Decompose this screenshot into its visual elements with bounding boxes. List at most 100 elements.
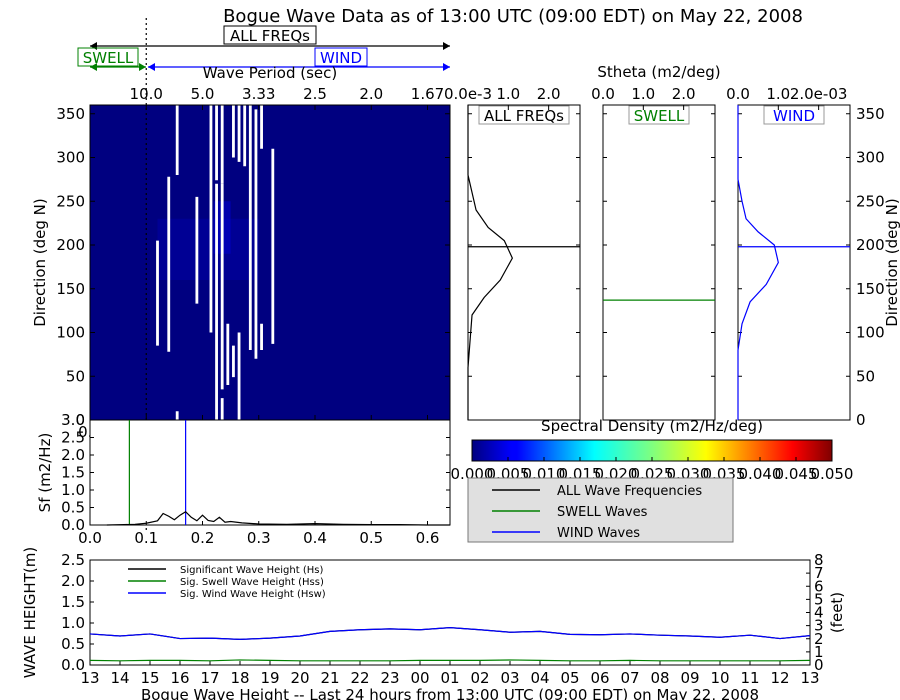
- timeseries-x-tick-label: 19: [260, 669, 279, 687]
- missing-data-column: [167, 176, 171, 352]
- timeseries-y2-tick-label: 6: [814, 577, 824, 595]
- y-tick-label: 0: [75, 411, 85, 429]
- wind-arrow-left-head: [148, 63, 155, 71]
- missing-data-column: [156, 240, 159, 346]
- freqspec-x-tick-label: 0.3: [247, 529, 271, 547]
- missing-data-column: [220, 398, 224, 420]
- heatmap-x2label: Wave Period (sec): [203, 64, 337, 82]
- timeseries-x-tick-label: 14: [110, 669, 129, 687]
- missing-data-column: [226, 323, 230, 385]
- all-freqs-arrow-right-head: [443, 42, 450, 50]
- timeseries-x-tick-label: 10: [710, 669, 729, 687]
- freqspec-y-tick-label: 2.5: [61, 429, 85, 447]
- directional-spectrum-heatmap: 0 50 100 150 200 250 300 350 Direction (deg N) 10…: [31, 18, 451, 530]
- stheta-y-tick-label: 0: [856, 411, 866, 429]
- stheta-y-tick-label: 350: [856, 105, 885, 123]
- timeseries-y2-tick-label: 8: [814, 551, 824, 569]
- timeseries-legend-label: Sig. Swell Wave Height (Hss): [180, 577, 324, 588]
- stheta-frame: [467, 104, 581, 421]
- colorbar-tick-label: 0.050: [811, 465, 854, 483]
- timeseries-line: [89, 659, 811, 662]
- swell-box: [77, 47, 139, 67]
- spectral-energy-region: [157, 218, 259, 280]
- all-freqs-label: ALL FREQs: [230, 27, 310, 45]
- missing-data-column: [243, 105, 247, 167]
- timeseries-x-tick-label: 02: [470, 669, 489, 687]
- timeseries-x-tick-label: 15: [140, 669, 159, 687]
- timeseries-y-tick-label: 1.0: [61, 614, 85, 632]
- colorbar: 0.0000.0050.0100.0150.0200.0250.0300.035…: [451, 417, 854, 483]
- timeseries-y-tick-label: 2.0: [61, 572, 85, 590]
- timeseries-x-tick-label: 13: [800, 669, 819, 687]
- stheta-ylabel: Direction (deg N): [883, 198, 900, 327]
- timeseries-y2-tick-label: 2: [814, 630, 824, 648]
- x2-tick-label: 3.33: [242, 85, 275, 103]
- freqspec-frame: [89, 419, 451, 526]
- freqspec-x-tick-label: 0.0: [78, 529, 102, 547]
- timeseries-x-tick-label: 01: [440, 669, 459, 687]
- timeseries-x-tick-label: 12: [770, 669, 789, 687]
- y-tick-label: 350: [56, 105, 85, 123]
- missing-data-column: [215, 183, 218, 420]
- stheta-y-tick-label: 250: [856, 192, 885, 210]
- stheta-all-title-box: [478, 105, 570, 125]
- wind-box: [314, 47, 368, 67]
- stheta-y-tick-label: 200: [856, 236, 885, 254]
- timeseries-x-tick-label: 21: [320, 669, 339, 687]
- stheta-y-tick-label: 150: [856, 280, 885, 298]
- colorbar-tick-label: 0.040: [739, 465, 782, 483]
- timeseries-x-tick-label: 04: [530, 669, 549, 687]
- stheta-swell-title-box: [628, 105, 690, 125]
- freqspec-x-tick-label: 0.1: [134, 529, 158, 547]
- heatmap-ylabel: Direction (deg N): [31, 198, 49, 327]
- stheta-y-tick-label: 100: [856, 324, 885, 342]
- stheta-x-tick-label: 0.0: [591, 85, 615, 103]
- colorbar-label: Spectral Density (m2/Hz/deg): [541, 417, 763, 435]
- timeseries-x-tick-label: 13: [80, 669, 99, 687]
- swell-arrow-right-head: [139, 63, 146, 71]
- missing-data-column: [220, 105, 224, 184]
- timeseries-y2-tick-label: 4: [814, 604, 824, 622]
- timeseries-x-tick-label: 23: [380, 669, 399, 687]
- freqspec-y-tick-label: 1.0: [61, 481, 85, 499]
- timeseries-x-tick-label: 03: [500, 669, 519, 687]
- timeseries-legend-label: Significant Wave Height (Hs): [180, 565, 323, 576]
- freqspec-x-tick-label: 0.5: [359, 529, 383, 547]
- stheta-xlabel: Stheta (m2/deg): [597, 63, 720, 81]
- timeseries-x-tick-label: 07: [620, 669, 639, 687]
- timeseries-x-tick-label: 22: [350, 669, 369, 687]
- freqspec-y-tick-label: 3.0: [61, 411, 85, 429]
- timeseries-y2-tick-label: 1: [814, 643, 824, 661]
- freqspec-ylabel: Sf (m2/Hz): [36, 433, 54, 513]
- freqspec-y-tick-label: 0.5: [61, 499, 85, 517]
- swell-label: SWELL: [83, 49, 134, 67]
- y-tick-label: 200: [56, 236, 85, 254]
- stheta-x-tick-label: 2.0: [537, 85, 561, 103]
- timeseries-y-tick-label: 0.0: [61, 656, 85, 674]
- x2-tick-label: 5.0: [191, 85, 215, 103]
- missing-data-column: [237, 332, 241, 420]
- stheta-x-tick-label: 1.0: [766, 85, 790, 103]
- freqspec-y-tick-label: 2.0: [61, 446, 85, 464]
- stheta-x-tick-label: 1.0: [631, 85, 655, 103]
- x2-tick-label: 2.0: [359, 85, 383, 103]
- missing-data-column: [254, 109, 258, 359]
- frequency-spectrum-panel: 0.00.51.01.52.02.53.00.0 0.1 0.2 0.3 0.4 0.5 0…: [36, 411, 451, 547]
- timeseries-x-tick-label: 17: [200, 669, 219, 687]
- stheta-swell-title: SWELL: [634, 107, 685, 125]
- stheta-all-title: ALL FREQs: [484, 107, 564, 125]
- spectrum-legend: ALL Wave Frequencies SWELL Waves WIND Wave…: [467, 477, 734, 543]
- timeseries-x-tick-label: 11: [740, 669, 759, 687]
- stheta-x-tick-label: 2.0e-03: [790, 85, 848, 103]
- timeseries-x-tick-label: 00: [410, 669, 429, 687]
- y-tick-label: 100: [56, 324, 85, 342]
- timeseries-y2-tick-label: 7: [814, 564, 824, 582]
- timeseries-x-tick-label: 20: [290, 669, 309, 687]
- spectrum-curve: [106, 510, 450, 526]
- timeseries-x-tick-label: 06: [590, 669, 609, 687]
- missing-data-column: [195, 196, 199, 304]
- stheta-curve: [467, 105, 514, 420]
